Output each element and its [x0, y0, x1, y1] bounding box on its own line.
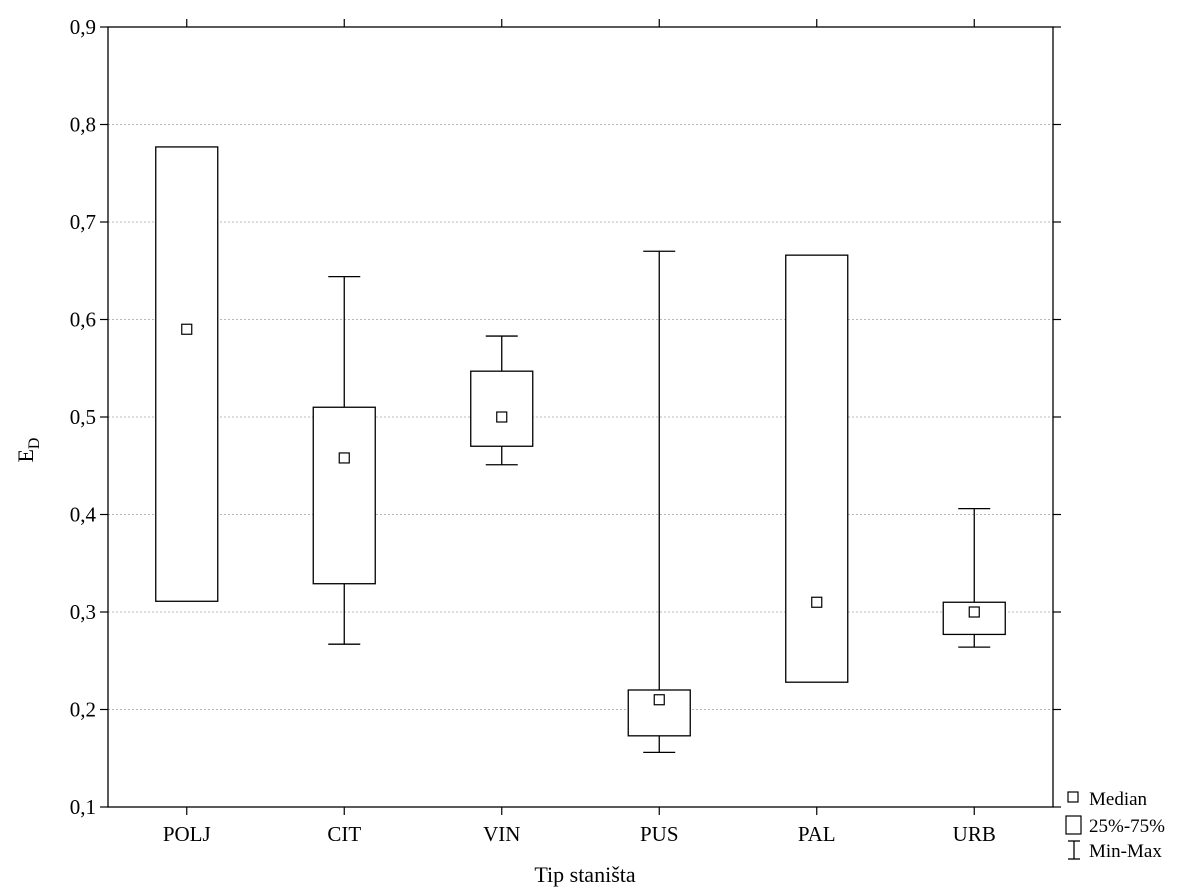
- x-tick-label: CIT: [327, 822, 361, 846]
- y-tick-label: 0,5: [70, 405, 96, 429]
- y-axis-ticks: 0,1 0,2 0,3 0,4 0,5 0,6 0,7 0,8 0,9: [70, 15, 1061, 819]
- legend-median-label: Median: [1089, 789, 1148, 810]
- x-tick-label: PAL: [798, 822, 836, 846]
- legend-box-label: 25%-75%: [1089, 816, 1165, 837]
- legend-median-marker: [1067, 791, 1079, 803]
- box-group-pal: [785, 254, 849, 683]
- box-iqr: [785, 254, 849, 683]
- y-tick-label: 0,3: [70, 600, 96, 624]
- y-tick-label: 0,7: [70, 210, 96, 234]
- box-iqr: [312, 406, 376, 585]
- legend-box-marker: [1065, 815, 1082, 835]
- x-tick-label: VIN: [483, 822, 520, 846]
- median-marker: [338, 452, 350, 464]
- plot-frame: [107, 26, 1054, 808]
- y-tick-label: 0,2: [70, 698, 96, 722]
- box-iqr: [155, 146, 219, 602]
- box-group-urb: [942, 507, 1006, 648]
- y-tick-label: 0,4: [70, 503, 97, 527]
- legend-whisker-marker: [1068, 840, 1080, 860]
- x-axis-ticks: POLJ CIT VIN PUS PAL URB: [163, 19, 996, 846]
- legend-whisker-label: Min-Max: [1089, 841, 1162, 862]
- median-marker: [653, 694, 665, 706]
- boxes: [155, 146, 1006, 754]
- x-tick-label: PUS: [640, 822, 679, 846]
- median-marker: [181, 323, 193, 335]
- y-axis-title: ED: [13, 437, 43, 462]
- box-group-vin: [470, 335, 534, 466]
- x-axis-title: Tip staništa: [534, 862, 636, 887]
- y-tick-label: 0,9: [70, 15, 96, 39]
- y-tick-label: 0,6: [70, 308, 96, 332]
- median-marker: [968, 606, 980, 618]
- box-group-pus: [627, 250, 691, 754]
- grid-lines: [108, 124, 1053, 710]
- y-axis-title-main: E: [13, 449, 38, 462]
- box-group-polj: [155, 146, 219, 602]
- x-tick-label: URB: [953, 822, 996, 846]
- box-iqr: [470, 370, 534, 447]
- median-marker: [496, 411, 508, 423]
- median-marker: [811, 596, 823, 608]
- x-tick-label: POLJ: [163, 822, 211, 846]
- y-axis-title-subscript: D: [26, 437, 43, 449]
- y-tick-label: 0,1: [70, 795, 96, 819]
- y-tick-label: 0,8: [70, 113, 96, 137]
- box-group-cit: [312, 275, 376, 645]
- legend: Median 25%-75% Min-Max: [1065, 789, 1165, 862]
